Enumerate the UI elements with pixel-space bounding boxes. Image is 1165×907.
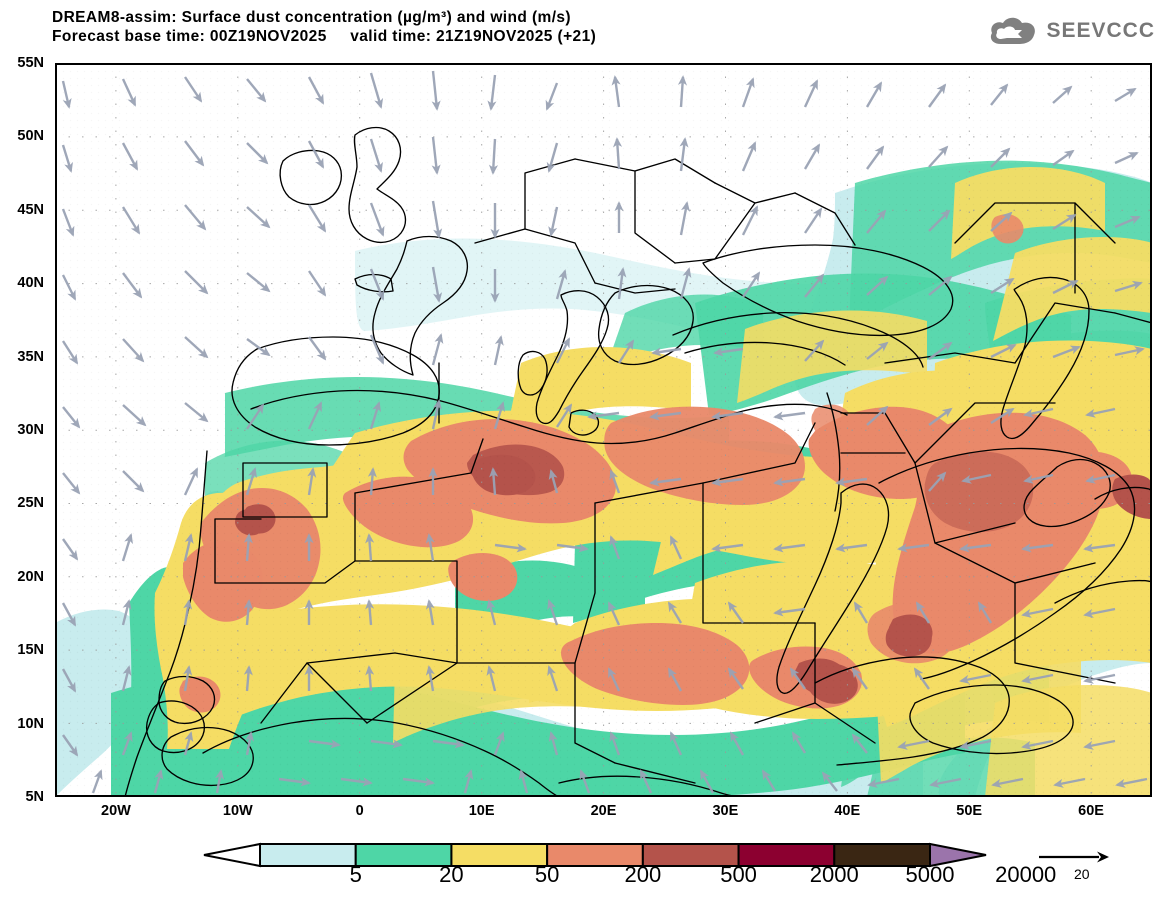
colorbar-segment (450, 843, 549, 867)
longitude-tick-label: 10E (468, 803, 495, 819)
longitude-tick-label: 60E (1078, 803, 1104, 819)
colorbar-tick-label: 5000 (905, 862, 955, 887)
colorbar-tick-label: 20 (439, 862, 464, 887)
cloud-icon (991, 17, 1036, 44)
plot-frame (54, 62, 1153, 798)
seevccc-logo: SEEVCCC (987, 14, 1155, 48)
longitude-tick-label: 20E (590, 803, 617, 819)
latitude-tick-label: 20N (17, 568, 44, 585)
latitude-tick-label: 35N (17, 348, 44, 365)
colorbar-tick-label: 200 (624, 862, 662, 887)
latitude-axis: 5N 10N 15N 20N 25N 30N 35N 40N 45N 50N 55N (0, 55, 52, 805)
colorbar-over-arrow (929, 842, 987, 868)
colorbar-tick-label: 20000 (995, 862, 1057, 887)
longitude-tick-label: 0 (355, 803, 364, 819)
longitude-tick-label: 40E (834, 803, 861, 819)
title-line-2: Forecast base time: 00Z19NOV2025 valid t… (52, 28, 597, 45)
longitude-tick-label: 30E (712, 803, 739, 819)
wind-reference-vector (1035, 848, 1115, 871)
colorbar-tick-label: 2000 (809, 862, 859, 887)
latitude-tick-label: 45N (17, 201, 44, 218)
wind-reference-label: 20 (1074, 866, 1090, 882)
wind-ref-arrow-icon (1039, 851, 1109, 863)
colorbar-under-arrow (203, 842, 261, 868)
latitude-tick-label: 15N (17, 642, 44, 659)
longitude-tick-label: 50E (956, 803, 983, 819)
colorbar-svg (203, 842, 987, 868)
colorbar (200, 838, 990, 883)
latitude-tick-label: 50N (17, 128, 44, 145)
latitude-tick-label: 30N (17, 422, 44, 438)
logo-text: SEEVCCC (1046, 19, 1155, 42)
wind-vectors (61, 70, 1148, 794)
map-svg (54, 62, 1153, 798)
title-block: DREAM8-assim: Surface dust concentration… (52, 8, 596, 46)
longitude-tick-label: 10W (222, 803, 253, 819)
latitude-tick-label: 25N (17, 495, 44, 512)
colorbar-tick-label: 500 (720, 862, 757, 887)
colorbar-tick-label: 50 (534, 862, 560, 887)
grid-lines (55, 63, 1152, 797)
latitude-tick-label: 5N (25, 789, 44, 805)
title-line-1: DREAM8-assim: Surface dust concentration… (52, 9, 571, 26)
latitude-tick-label: 55N (17, 55, 44, 71)
longitude-tick-label: 20W (101, 803, 131, 819)
latitude-tick-label: 10N (17, 715, 44, 732)
latitude-tick-label: 40N (17, 275, 44, 292)
coastlines-and-borders (124, 126, 1152, 797)
longitude-axis: 20W 10W 0 10E 20E 30E 40E 50E 60E (55, 799, 1152, 827)
colorbar-segment (259, 843, 357, 867)
colorbar-tick-label: 5 (349, 862, 362, 887)
dust-concentration-map (54, 62, 1153, 798)
colorbar-segment (354, 843, 453, 867)
